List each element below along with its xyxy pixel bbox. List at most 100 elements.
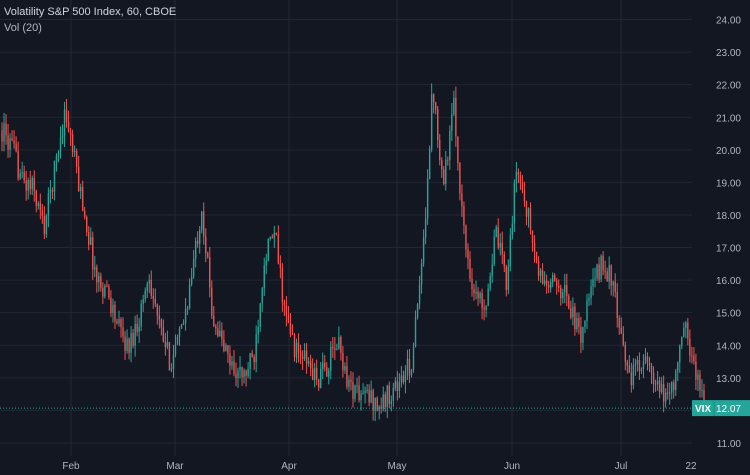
candle-body — [501, 243, 503, 255]
y-tick-label: 21.00 — [716, 113, 741, 124]
candle-body — [295, 342, 298, 358]
candle-body — [673, 382, 675, 390]
candle-body — [273, 232, 276, 239]
candle-body — [626, 361, 629, 366]
time-axis[interactable]: Feb Mar Apr May Jun Jul 22 — [62, 461, 697, 472]
candle-body — [620, 327, 622, 334]
candle-body — [640, 369, 643, 371]
candle-body — [701, 389, 703, 391]
candle-body — [126, 338, 128, 351]
candle-body — [231, 361, 233, 366]
candle-body — [192, 258, 195, 277]
candle-body — [106, 285, 108, 287]
candle-body — [271, 236, 274, 239]
candle-body — [84, 210, 86, 217]
candle-body — [287, 315, 290, 323]
y-tick-label: 13.00 — [716, 374, 741, 385]
candle-body — [511, 223, 514, 235]
candle-body — [572, 306, 574, 318]
candle-body — [269, 236, 271, 239]
candle-body — [400, 375, 403, 383]
candle-body — [293, 334, 296, 358]
indicator-label[interactable]: Vol (20) — [4, 22, 42, 34]
candle-body — [112, 304, 114, 314]
candle-body — [96, 267, 98, 283]
candle-body — [71, 134, 74, 153]
candle-body — [346, 366, 348, 387]
candle-body — [424, 218, 427, 238]
x-tick-label: Feb — [62, 461, 80, 472]
candle-body — [568, 296, 570, 309]
candle-body — [362, 392, 364, 394]
candle-body — [309, 361, 312, 369]
candle-body — [261, 288, 263, 304]
candle-body — [378, 406, 380, 411]
candle-body — [180, 324, 183, 329]
last-price-badge-bg — [692, 400, 750, 417]
candle-body — [594, 278, 596, 280]
candle-body — [313, 367, 316, 380]
candle-body — [17, 151, 19, 179]
candle-body — [154, 298, 157, 305]
candle-body — [223, 339, 225, 352]
candle-body — [443, 169, 445, 184]
candle-body — [158, 315, 161, 320]
candle-body — [618, 317, 620, 328]
candle-body — [398, 382, 401, 391]
symbol-title[interactable]: Volatility S&P 500 Index, 60, CBOE — [4, 6, 177, 18]
candle-body — [320, 369, 322, 388]
candle-body — [519, 175, 522, 183]
candle-body — [188, 284, 191, 308]
candle-body — [556, 280, 558, 286]
y-tick-label: 24.00 — [716, 16, 741, 27]
candle-body — [459, 162, 461, 194]
candle-body — [610, 265, 612, 286]
candle-body — [447, 159, 449, 161]
candle-body — [178, 328, 181, 338]
candle-body — [86, 216, 88, 233]
candle-body — [578, 318, 580, 328]
candle-body — [426, 178, 429, 219]
candle-body — [406, 358, 409, 372]
candle-body — [410, 369, 413, 376]
candle-body — [211, 287, 213, 316]
candle-body — [11, 138, 13, 141]
candle-body — [386, 385, 388, 407]
candle-body — [299, 351, 302, 357]
candle-body — [19, 173, 21, 179]
candle-body — [529, 208, 532, 231]
candle-body — [541, 270, 544, 284]
candle-body — [229, 353, 231, 366]
candle-body — [662, 384, 665, 402]
y-tick-label: 23.00 — [716, 48, 741, 59]
candle-body — [259, 303, 261, 327]
candle-body — [92, 237, 94, 270]
candle-body — [90, 237, 92, 245]
candle-body — [404, 371, 407, 383]
candle-body — [98, 275, 100, 283]
candle-body — [479, 293, 481, 299]
candle-body — [227, 345, 229, 354]
candle-body — [493, 236, 495, 265]
candle-body — [235, 373, 237, 378]
candle-body — [521, 182, 524, 191]
candle-body — [566, 285, 568, 297]
candle-body — [558, 285, 560, 288]
candle-body — [265, 260, 267, 266]
candle-body — [354, 385, 356, 399]
candle-body — [209, 257, 211, 288]
candle-body — [453, 97, 455, 115]
price-axis[interactable]: 11.0012.0013.0014.0015.0016.0017.0018.00… — [716, 16, 741, 450]
candle-body — [307, 361, 310, 364]
candle-body — [432, 94, 435, 103]
candle-body — [207, 253, 209, 258]
candle-body — [439, 140, 441, 161]
candle-body — [390, 400, 393, 404]
candle-body — [148, 280, 150, 284]
candle-body — [110, 297, 112, 314]
candle-body — [652, 372, 655, 384]
candle-body — [455, 97, 457, 137]
candle-body — [628, 365, 631, 373]
